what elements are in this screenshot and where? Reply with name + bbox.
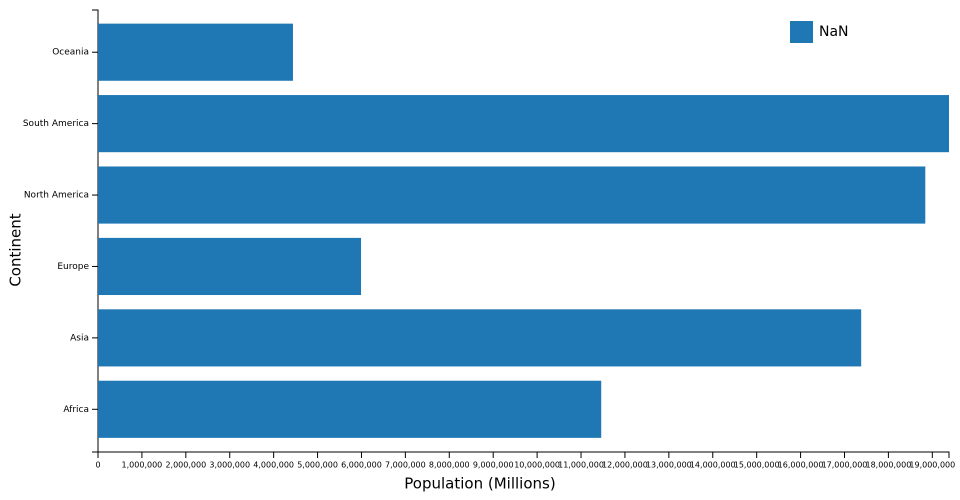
x-axis-line: [97, 451, 950, 458]
bar: [98, 95, 949, 153]
y-axis-title: Continent: [7, 213, 25, 286]
y-tick-label: Asia: [70, 333, 89, 343]
y-tick-label: Africa: [63, 405, 89, 415]
x-tick-label: 2,000,000: [165, 461, 206, 470]
y-tick-label: North America: [24, 191, 89, 201]
legend-swatch: [790, 21, 813, 43]
x-tick-label: 1,000,000: [122, 461, 163, 470]
x-tick-label: 17,000,000: [822, 461, 868, 470]
x-tick-label: 13,000,000: [646, 461, 692, 470]
x-tick-label: 3,000,000: [209, 461, 250, 470]
x-tick-label: 0: [95, 461, 100, 470]
x-tick-label: 19,000,000: [909, 461, 955, 470]
x-tick-label: 6,000,000: [341, 461, 382, 470]
x-tick-label: 8,000,000: [429, 461, 470, 470]
x-tick-label: 16,000,000: [778, 461, 824, 470]
x-tick-label: 14,000,000: [690, 461, 736, 470]
x-tick-label: 12,000,000: [602, 461, 648, 470]
x-tick-label: 11,000,000: [558, 461, 604, 470]
bar: [98, 380, 602, 438]
x-tick-label: 15,000,000: [734, 461, 780, 470]
x-tick-label: 4,000,000: [253, 461, 294, 470]
bar: [98, 309, 862, 367]
legend-label: NaN: [819, 24, 849, 40]
x-tick-label: 10,000,000: [514, 461, 560, 470]
y-axis-line: [92, 9, 99, 453]
y-tick-label: Europe: [57, 262, 89, 272]
x-axis-title: Population (Millions): [404, 475, 555, 493]
x-tick-label: 18,000,000: [865, 461, 911, 470]
bar: [98, 237, 362, 296]
y-tick-label: Oceania: [52, 48, 89, 58]
y-tick-label: South America: [23, 119, 89, 129]
x-tick-label: 7,000,000: [385, 461, 426, 470]
x-tick-label: 5,000,000: [297, 461, 338, 470]
bar: [98, 23, 293, 81]
bar: [98, 166, 926, 224]
x-tick-label: 9,000,000: [473, 461, 514, 470]
